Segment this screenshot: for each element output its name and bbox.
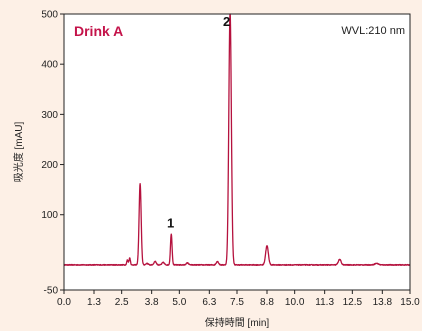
x-tick-label: 13.8: [373, 297, 393, 308]
x-axis-label: 保持時間 [min]: [205, 316, 270, 329]
x-tick-label: 3.8: [145, 297, 159, 308]
x-tick-label: 7.5: [230, 297, 244, 308]
wavelength-annotation: WVL:210 nm: [341, 25, 405, 37]
chart-title: Drink A: [74, 23, 123, 39]
y-tick-label: 300: [41, 110, 58, 121]
y-tick-label: 400: [41, 60, 58, 71]
y-tick-label: 100: [41, 210, 58, 221]
x-axis-ticks: 0.0 1.3 2.5 3.8 5.0 6.3 7.5 8.8 10.0 11.3 12.5 13.8…: [57, 290, 420, 308]
x-tick-label: 0.0: [57, 297, 71, 308]
plot-border: [63, 13, 411, 291]
x-tick-label: 8.8: [260, 297, 274, 308]
x-tick-label: 6.3: [202, 297, 216, 308]
peak-label: 2: [223, 14, 230, 29]
y-tick-label: 500: [41, 10, 58, 21]
x-tick-label: 1.3: [87, 297, 101, 308]
x-tick-label: 10.0: [285, 297, 305, 308]
y-tick-label: 200: [41, 160, 58, 171]
x-tick-label: 11.3: [315, 297, 334, 308]
plot-area: [64, 14, 410, 290]
y-tick-label: -50: [44, 286, 59, 297]
x-tick-label: 12.5: [343, 297, 363, 308]
x-tick-label: 15.0: [400, 297, 420, 308]
x-tick-label: 5.0: [172, 297, 186, 308]
x-tick-label: 2.5: [115, 297, 129, 308]
peak-label: 1: [167, 215, 174, 230]
y-axis-ticks: -50 100 200 300 400 500: [41, 10, 64, 297]
y-axis-label: 吸光度 [mAU]: [12, 122, 25, 183]
peak-labels: 12: [167, 14, 230, 230]
chromatogram-trace: [63, 13, 411, 266]
